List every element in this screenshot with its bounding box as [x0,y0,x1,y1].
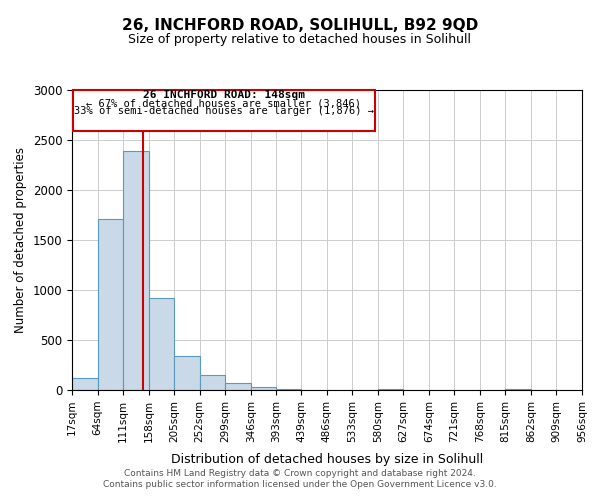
Bar [98,219,123,390]
Text: Size of property relative to detached houses in Solihull: Size of property relative to detached ho… [128,32,472,46]
Text: ← 67% of detached houses are smaller (3,846): ← 67% of detached houses are smaller (3,… [86,98,361,108]
Text: Contains HM Land Registry data © Crown copyright and database right 2024.: Contains HM Land Registry data © Crown c… [124,468,476,477]
Bar [149,298,174,390]
FancyBboxPatch shape [73,90,376,131]
Bar [378,389,403,390]
Bar [200,374,225,390]
Bar [276,389,301,390]
Text: 26 INCHFORD ROAD: 148sqm: 26 INCHFORD ROAD: 148sqm [143,90,305,100]
Text: Contains public sector information licensed under the Open Government Licence v3: Contains public sector information licen… [103,480,497,489]
Y-axis label: Number of detached properties: Number of detached properties [14,147,27,333]
Text: 33% of semi-detached houses are larger (1,876) →: 33% of semi-detached houses are larger (… [74,106,374,116]
Bar [72,378,98,390]
Bar [251,387,276,390]
Bar [225,382,251,390]
Bar [174,356,200,390]
Bar [505,389,531,390]
X-axis label: Distribution of detached houses by size in Solihull: Distribution of detached houses by size … [171,453,483,466]
Text: 26, INCHFORD ROAD, SOLIHULL, B92 9QD: 26, INCHFORD ROAD, SOLIHULL, B92 9QD [122,18,478,32]
Bar [123,151,149,390]
